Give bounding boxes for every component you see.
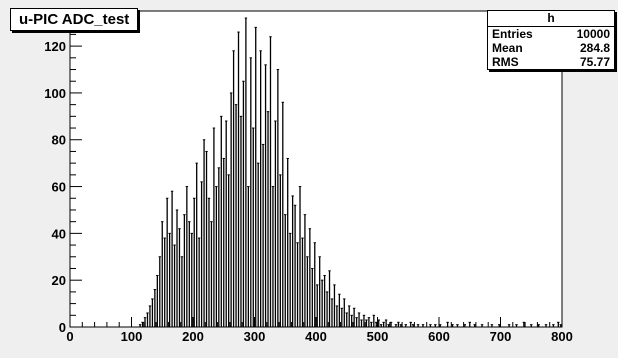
stats-entries-value: 10000: [576, 27, 610, 41]
y-tick-label: 0: [59, 320, 66, 335]
x-tick-label: 200: [182, 329, 204, 344]
axis-ticks: [69, 22, 563, 328]
stats-mean-label: Mean: [492, 41, 523, 55]
x-tick-label: 600: [428, 329, 450, 344]
stats-row-mean: Mean 284.8: [488, 41, 614, 55]
stats-row-entries: Entries 10000: [488, 27, 614, 41]
stats-rms-label: RMS: [492, 55, 519, 69]
x-tick-label: 100: [121, 329, 143, 344]
x-tick-label: 300: [244, 329, 266, 344]
y-tick-label: 80: [52, 133, 66, 148]
stats-entries-label: Entries: [492, 27, 533, 41]
x-tick-label: 400: [305, 329, 327, 344]
x-tick-label: 800: [551, 329, 573, 344]
axis-tick-labels: 0 100 200 300 400 500 600 700 800 0 20 40 60 80 100 120: [44, 39, 573, 344]
stats-box[interactable]: h Entries 10000 Mean 284.8 RMS 75.77: [487, 10, 615, 70]
stats-mean-value: 284.8: [579, 41, 610, 55]
histogram-title[interactable]: u-PIC ADC_test: [10, 8, 139, 31]
y-tick-label: 100: [44, 86, 66, 101]
x-tick-label: 500: [367, 329, 389, 344]
y-tick-label: 120: [44, 39, 66, 54]
y-tick-label: 60: [52, 180, 66, 195]
y-tick-label: 40: [52, 226, 66, 241]
histogram-bins: [138, 17, 562, 327]
stats-rms-value: 75.77: [579, 55, 610, 69]
plot-area: [69, 10, 563, 328]
stats-row-rms: RMS 75.77: [488, 55, 614, 69]
canvas-edge: [618, 0, 622, 358]
y-tick-label: 20: [52, 273, 66, 288]
x-tick-label: 700: [490, 329, 512, 344]
stats-histogram-name: h: [488, 11, 614, 27]
x-tick-label: 0: [66, 329, 73, 344]
